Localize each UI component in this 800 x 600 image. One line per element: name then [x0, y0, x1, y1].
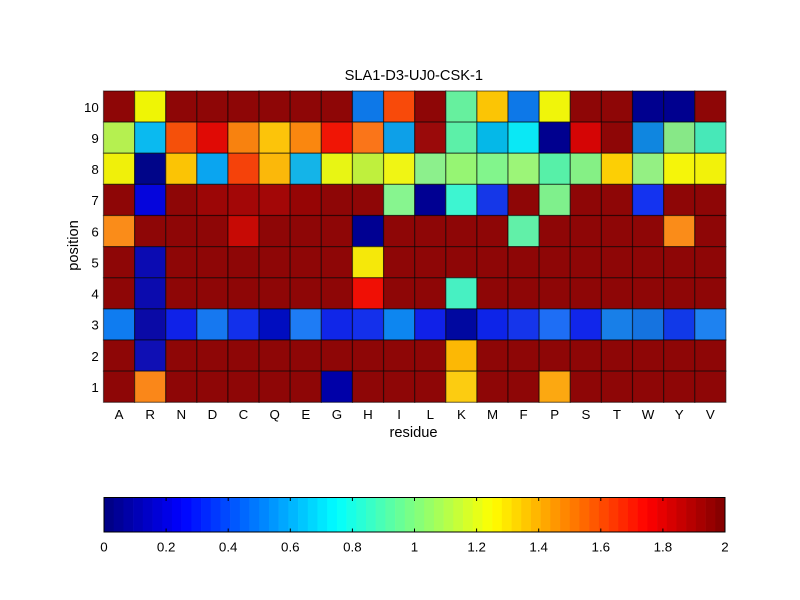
svg-text:10: 10 [84, 100, 99, 115]
svg-text:2: 2 [721, 540, 728, 555]
svg-text:3: 3 [91, 318, 98, 333]
svg-text:0.6: 0.6 [281, 540, 300, 555]
svg-text:1.4: 1.4 [529, 540, 548, 555]
svg-text:S: S [581, 407, 590, 422]
svg-text:7: 7 [91, 193, 98, 208]
svg-text:Q: Q [270, 407, 280, 422]
svg-text:K: K [457, 407, 466, 422]
svg-text:L: L [427, 407, 434, 422]
svg-text:V: V [706, 407, 715, 422]
svg-text:H: H [363, 407, 373, 422]
svg-text:9: 9 [91, 131, 98, 146]
svg-text:8: 8 [91, 162, 98, 177]
svg-text:N: N [176, 407, 186, 422]
svg-text:T: T [613, 407, 621, 422]
svg-text:D: D [208, 407, 218, 422]
svg-text:0.2: 0.2 [157, 540, 176, 555]
svg-text:5: 5 [91, 255, 98, 270]
svg-text:G: G [332, 407, 342, 422]
svg-text:E: E [301, 407, 310, 422]
svg-text:residue: residue [389, 425, 437, 441]
svg-text:Y: Y [675, 407, 684, 422]
svg-text:0.4: 0.4 [219, 540, 238, 555]
svg-text:1.6: 1.6 [592, 540, 611, 555]
svg-text:0.8: 0.8 [343, 540, 362, 555]
svg-text:1: 1 [91, 380, 98, 395]
svg-text:M: M [487, 407, 498, 422]
svg-text:I: I [397, 407, 401, 422]
svg-text:position: position [66, 220, 82, 271]
svg-text:C: C [239, 407, 249, 422]
svg-text:R: R [145, 407, 155, 422]
svg-text:W: W [642, 407, 655, 422]
svg-text:0: 0 [100, 540, 107, 555]
svg-text:1: 1 [411, 540, 418, 555]
svg-text:2: 2 [91, 349, 98, 364]
svg-text:4: 4 [91, 287, 99, 302]
svg-text:A: A [115, 407, 124, 422]
svg-text:1.8: 1.8 [654, 540, 673, 555]
svg-text:1.2: 1.2 [467, 540, 486, 555]
svg-text:P: P [550, 407, 559, 422]
svg-text:F: F [520, 407, 528, 422]
svg-text:6: 6 [91, 224, 98, 239]
svg-text:SLA1-D3-UJ0-CSK-1: SLA1-D3-UJ0-CSK-1 [345, 68, 483, 84]
